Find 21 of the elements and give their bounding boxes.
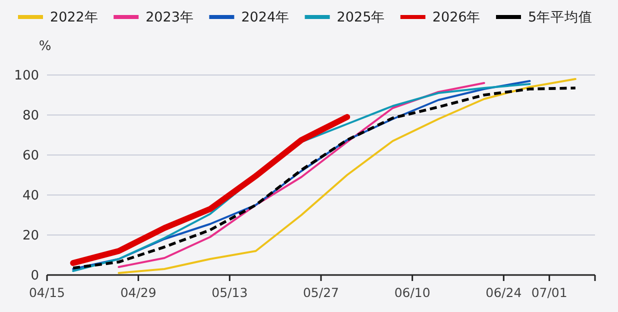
y-tick-label: 0 (30, 268, 39, 284)
x-tick-label: 04/29 (120, 285, 156, 300)
x-tick-label: 05/13 (212, 285, 248, 300)
y-tick-label: 80 (22, 108, 39, 124)
x-tick-label: 04/15 (28, 285, 66, 300)
legend-label: 2022年 (50, 10, 98, 26)
x-tick-label: 07/01 (531, 285, 568, 300)
legend-label: 2025年 (336, 10, 386, 26)
y-axis-title: % (38, 39, 52, 54)
y-tick-label: 60 (22, 148, 39, 164)
legend-label: 5年平均值 (528, 10, 593, 26)
y-tick-label: 40 (22, 188, 39, 204)
legend-label: 2026年 (432, 10, 481, 26)
x-tick-label: 06/10 (394, 285, 430, 300)
legend-label: 2024年 (241, 10, 290, 26)
x-tick-label: 05/27 (302, 285, 340, 300)
y-tick-label: 100 (14, 68, 39, 84)
legend-label: 2023年 (146, 10, 194, 26)
x-tick-label: 06/24 (486, 285, 522, 300)
line-series (118, 82, 486, 268)
y-tick-label: 20 (22, 228, 39, 244)
